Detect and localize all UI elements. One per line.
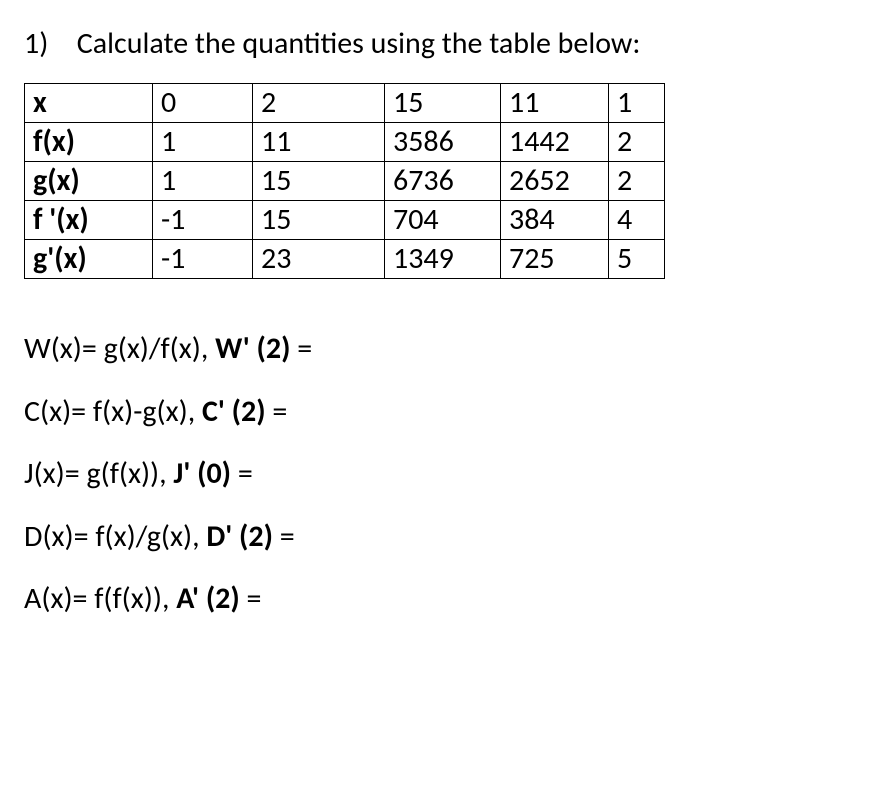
problem-text: Calculate the quantities using the table… (77, 25, 641, 62)
equation-line: D(x)= f(x)/g(x), D' (2) = (24, 517, 847, 558)
table-row: f '(x) -1 15 704 384 4 (25, 201, 665, 240)
table-cell: 5 (609, 240, 665, 279)
table-cell: 6736 (385, 162, 501, 201)
equations-block: W(x)= g(x)/f(x), W' (2) = C(x)= f(x)-g(x… (24, 329, 847, 620)
equation-line: J(x)= g(f(x)), J' (0) = (24, 454, 847, 495)
equals-sign: = (273, 518, 295, 555)
table-cell: 384 (501, 201, 609, 240)
equation-target: A' (2) (176, 580, 240, 617)
table-cell: 1349 (385, 240, 501, 279)
equals-sign: = (240, 580, 262, 617)
table-cell: 725 (501, 240, 609, 279)
row-label: g(x) (25, 162, 153, 201)
table-cell: 1 (609, 84, 665, 123)
equation-line: A(x)= f(f(x)), A' (2) = (24, 579, 847, 620)
table-row: g'(x) -1 23 1349 725 5 (25, 240, 665, 279)
equation-definition: D(x)= f(x)/g(x), (24, 518, 206, 555)
equals-sign: = (231, 455, 253, 492)
equation-target: W' (2) (215, 330, 290, 367)
table-cell: 23 (253, 240, 385, 279)
table-cell: 15 (253, 201, 385, 240)
equation-definition: A(x)= f(f(x)), (24, 580, 176, 617)
table-cell: 15 (385, 84, 501, 123)
table-cell: 1 (153, 162, 253, 201)
table-cell: 0 (153, 84, 253, 123)
table-row: g(x) 1 15 6736 2652 2 (25, 162, 665, 201)
table-cell: 2652 (501, 162, 609, 201)
equation-definition: W(x)= g(x)/f(x), (24, 330, 215, 367)
row-label: g'(x) (25, 240, 153, 279)
row-label: x (25, 84, 153, 123)
table-row: x 0 2 15 11 1 (25, 84, 665, 123)
row-label: f(x) (25, 123, 153, 162)
problem-heading: 1) Calculate the quantities using the ta… (24, 24, 847, 63)
equation-definition: J(x)= g(f(x)), (24, 455, 173, 492)
equals-sign: = (266, 393, 288, 430)
equation-target: J' (0) (173, 455, 231, 492)
equals-sign: = (290, 330, 312, 367)
equation-target: C' (2) (202, 393, 266, 430)
table-cell: 2 (253, 84, 385, 123)
table-cell: 4 (609, 201, 665, 240)
table-cell: 3586 (385, 123, 501, 162)
table-cell: -1 (153, 240, 253, 279)
equation-definition: C(x)= f(x)-g(x), (24, 393, 202, 430)
table-cell: -1 (153, 201, 253, 240)
equation-line: C(x)= f(x)-g(x), C' (2) = (24, 392, 847, 433)
table-cell: 15 (253, 162, 385, 201)
table-cell: 704 (385, 201, 501, 240)
table-cell: 2 (609, 123, 665, 162)
table-cell: 11 (253, 123, 385, 162)
table-cell: 1442 (501, 123, 609, 162)
row-label: f '(x) (25, 201, 153, 240)
table-cell: 2 (609, 162, 665, 201)
values-table: x 0 2 15 11 1 f(x) 1 11 3586 1442 2 g(x)… (24, 83, 665, 279)
equation-target: D' (2) (206, 518, 273, 555)
problem-number: 1) (24, 24, 70, 63)
equation-line: W(x)= g(x)/f(x), W' (2) = (24, 329, 847, 370)
table-cell: 11 (501, 84, 609, 123)
table-cell: 1 (153, 123, 253, 162)
table-row: f(x) 1 11 3586 1442 2 (25, 123, 665, 162)
